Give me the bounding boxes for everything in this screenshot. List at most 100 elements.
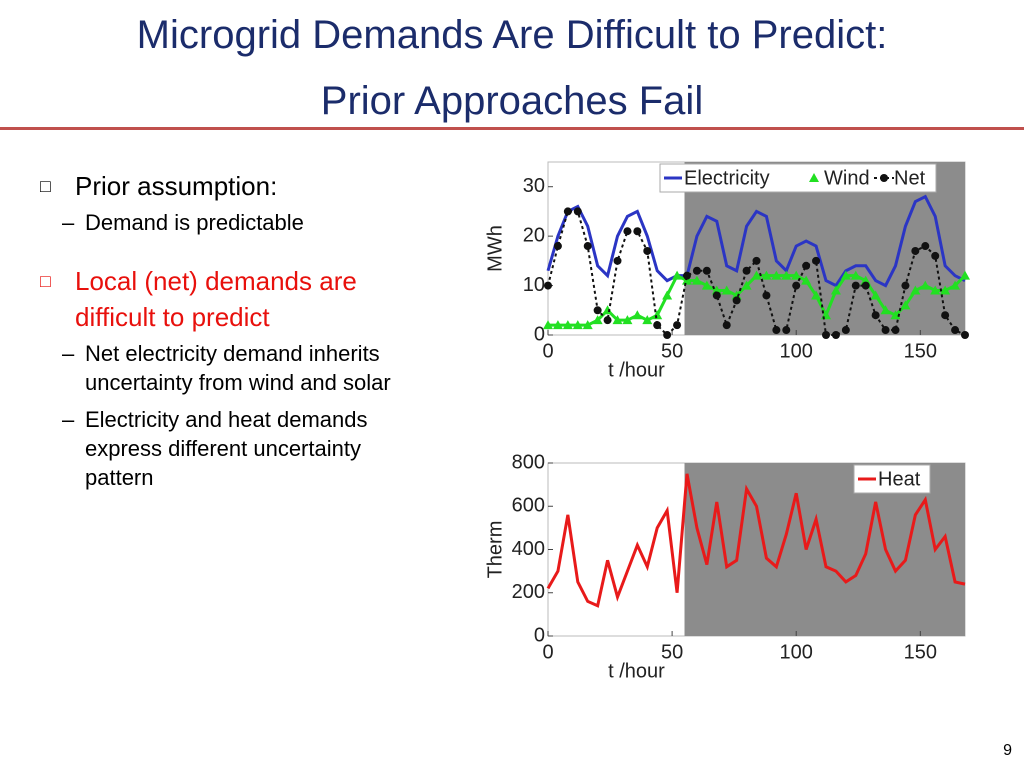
point — [781, 270, 792, 280]
point — [613, 256, 622, 265]
point — [662, 290, 673, 300]
y-tick-label: 0 — [534, 624, 545, 646]
point — [553, 242, 562, 251]
point — [960, 270, 970, 280]
point — [911, 246, 920, 255]
point — [841, 326, 850, 335]
point — [812, 256, 821, 265]
y-axis-label: MWh — [484, 225, 506, 272]
point — [741, 280, 752, 290]
bullet-group: Prior assumption: Demand is predictable — [40, 168, 460, 237]
x-tick-label: 0 — [542, 641, 553, 663]
legend-swatch — [880, 174, 888, 182]
point — [782, 326, 791, 335]
legend-box — [659, 163, 937, 193]
point — [731, 290, 742, 300]
point — [573, 207, 582, 216]
point — [901, 281, 910, 290]
bullet-list: Prior assumption: Demand is predictable Lo… — [40, 168, 460, 518]
y-tick-label: 600 — [512, 495, 545, 517]
point — [751, 270, 762, 280]
bullet-group: Local (net) demands are difficult to pre… — [40, 263, 460, 492]
point — [683, 271, 691, 280]
point — [802, 261, 811, 270]
point — [861, 281, 870, 290]
point — [771, 270, 782, 280]
point — [961, 331, 969, 339]
point — [931, 251, 940, 260]
x-tick-label: 150 — [904, 641, 937, 663]
sub-bullet: Electricity and heat demands express dif… — [40, 405, 405, 492]
sub-bullet: Net electricity demand inherits uncertai… — [40, 339, 405, 397]
legend-label: Wind — [824, 167, 870, 189]
point — [612, 315, 623, 325]
point — [941, 311, 950, 320]
title-line: Prior Approaches Fail — [320, 79, 704, 123]
point — [583, 242, 592, 251]
title-rule — [0, 127, 1024, 130]
legend-swatch — [809, 173, 819, 182]
x-axis-label: t /hour — [608, 660, 665, 682]
point — [910, 285, 921, 295]
point — [950, 280, 961, 290]
y-tick-label: 400 — [512, 538, 545, 560]
point — [544, 281, 552, 290]
legend-label: Electricity — [684, 167, 770, 189]
point — [623, 227, 632, 236]
point — [870, 290, 881, 300]
point — [831, 331, 840, 339]
point — [543, 320, 553, 330]
point — [851, 281, 860, 290]
x-axis-label: t /hour — [608, 359, 665, 381]
y-tick-label: 200 — [512, 581, 545, 603]
y-tick-label: 10 — [523, 274, 545, 296]
point — [692, 266, 701, 275]
point — [722, 321, 731, 330]
point — [732, 296, 741, 305]
point — [850, 270, 861, 280]
x-tick-label: 100 — [780, 340, 813, 362]
point — [653, 321, 662, 330]
point — [921, 242, 930, 251]
point — [930, 285, 941, 295]
point — [602, 305, 613, 315]
point — [603, 316, 612, 325]
point — [673, 321, 682, 330]
point — [702, 266, 711, 275]
x-tick-label: 50 — [661, 641, 683, 663]
point — [920, 280, 931, 290]
point — [672, 270, 683, 280]
sub-bullet: Demand is predictable — [40, 208, 405, 237]
point — [752, 256, 761, 265]
point — [663, 331, 672, 339]
point — [880, 305, 891, 315]
point — [871, 311, 880, 320]
point — [552, 320, 563, 330]
point — [822, 331, 830, 339]
x-tick-label: 100 — [780, 641, 813, 663]
point — [643, 246, 652, 255]
series-line — [546, 473, 966, 608]
slide-title: Microgrid Demands Are Difficult to Predi… — [0, 2, 1024, 134]
point — [811, 290, 822, 300]
point — [890, 310, 901, 320]
page-number: 9 — [1003, 742, 1012, 759]
point — [563, 207, 572, 216]
point — [742, 266, 751, 275]
x-tick-label: 150 — [904, 340, 937, 362]
point — [801, 275, 812, 285]
y-tick-label: 30 — [523, 175, 545, 197]
point — [761, 270, 772, 280]
y-tick-label: 20 — [523, 224, 545, 246]
point — [572, 320, 583, 330]
point — [900, 300, 911, 310]
point — [772, 326, 781, 335]
legend-label: Net — [894, 167, 926, 189]
point — [701, 280, 712, 290]
point — [792, 281, 801, 290]
point — [712, 291, 721, 300]
y-tick-label: 0 — [534, 323, 545, 345]
point — [632, 310, 643, 320]
